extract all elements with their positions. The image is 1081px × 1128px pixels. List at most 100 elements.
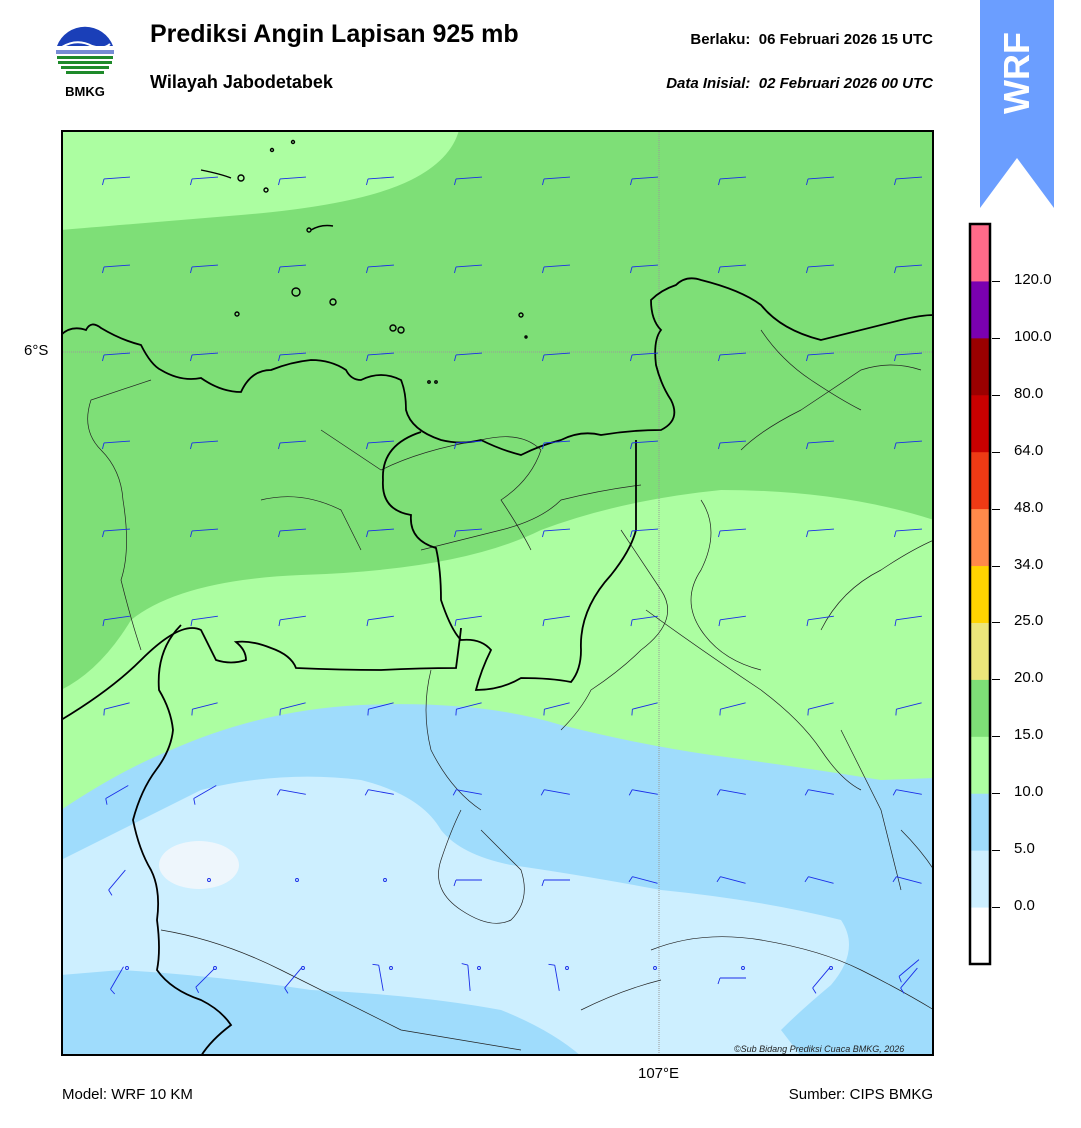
- wrf-badge: [980, 0, 1054, 208]
- wind-barb: [631, 702, 658, 716]
- wind-barb: [102, 264, 130, 274]
- valid-label: Berlaku:: [690, 31, 751, 48]
- calm-patch: [159, 841, 239, 889]
- colorbar-tick-label: 25.0: [1014, 612, 1044, 630]
- band-0-5: [61, 776, 849, 1056]
- colorbar-segment: [970, 508, 990, 567]
- wind-barb: [102, 528, 130, 538]
- colorbar-tick-mark: [992, 280, 1000, 282]
- colorbar-segment: [970, 565, 990, 623]
- wind-barb: [454, 528, 482, 538]
- band-10-15-north: [61, 130, 459, 230]
- wind-barb: [542, 440, 570, 450]
- map-frame: [61, 130, 934, 1056]
- wind-barb: [454, 352, 482, 362]
- wind-barb: [542, 352, 570, 362]
- colorbar-tick-label: 100.0: [1014, 327, 1052, 345]
- wind-barb: [366, 352, 394, 362]
- colorbar-tick-label: 80.0: [1014, 384, 1044, 402]
- latitude-label: 6°S: [24, 342, 49, 359]
- wind-barb: [453, 879, 482, 887]
- wind-barb: [276, 789, 306, 796]
- colorbar-tick-mark: [992, 565, 1000, 567]
- colorbar-segment: [970, 451, 990, 510]
- wind-barb: [806, 176, 834, 186]
- wind-barb: [461, 963, 471, 991]
- wind-barb: [894, 176, 922, 186]
- wind-barb: [190, 176, 218, 186]
- wind-barb: [541, 879, 570, 887]
- wind-barb: [804, 789, 834, 796]
- colorbar-tick-label: 120.0: [1014, 270, 1052, 288]
- colorbar-tick-mark: [992, 508, 1000, 510]
- colorbar-tick-label: 20.0: [1014, 669, 1044, 687]
- wind-barb: [718, 615, 746, 627]
- wind-barb: [452, 789, 482, 796]
- wind-barb: [278, 352, 306, 362]
- colorbar-tick-label: 5.0: [1014, 840, 1035, 858]
- wind-barb: [190, 528, 218, 538]
- wind-barb: [716, 789, 746, 796]
- wind-barb: [110, 966, 124, 995]
- calm-marker: [207, 878, 211, 882]
- wind-barb: [718, 440, 746, 450]
- wind-barb: [719, 702, 746, 716]
- wind-barb: [807, 702, 834, 716]
- chart-title: Prediksi Angin Lapisan 925 mb: [150, 20, 519, 48]
- wind-barb: [103, 702, 130, 716]
- wind-barb: [542, 176, 570, 186]
- wind-barb: [366, 264, 394, 274]
- calm-marker: [741, 966, 745, 970]
- calm-marker: [653, 966, 657, 970]
- longitude-label: 107°E: [638, 1065, 680, 1082]
- wind-barb: [191, 702, 218, 716]
- colorbar-tick-mark: [992, 793, 1000, 795]
- wind-speed-colorbar: [968, 222, 992, 966]
- colorbar-segment: [970, 622, 990, 680]
- colorbar-tick-mark: [992, 622, 1000, 624]
- wind-barb: [718, 264, 746, 274]
- colorbar-tick-label: 0.0: [1014, 897, 1035, 915]
- wind-barb: [543, 702, 570, 716]
- wind-barb: [812, 967, 830, 994]
- credit-text: ©Sub Bidang Prediksi Cuaca BMKG, 2026: [734, 1044, 905, 1054]
- valid-time-value: 06 Februari 2026 15 UTC: [758, 31, 933, 48]
- wind-barb: [105, 785, 129, 805]
- wind-barb: [630, 176, 658, 186]
- wind-barb: [102, 352, 130, 362]
- wind-barb: [894, 528, 922, 538]
- wind-barb: [630, 264, 658, 274]
- wind-barb: [190, 352, 218, 362]
- wind-barb: [454, 440, 482, 450]
- wind-barb: [895, 702, 922, 716]
- admin-boundaries: [87, 329, 934, 1051]
- thousand-islands: [200, 139, 528, 384]
- wind-barb: [278, 615, 306, 627]
- colorbar-segment: [970, 679, 990, 737]
- colorbar-segment: [970, 907, 990, 965]
- wind-barb: [718, 528, 746, 538]
- wind-barb: [630, 352, 658, 362]
- wind-barb: [892, 789, 922, 796]
- wind-barb: [717, 977, 746, 985]
- wind-barb: [806, 264, 834, 274]
- wind-barb: [278, 528, 306, 538]
- calm-marker: [389, 966, 393, 970]
- colorbar-tick-label: 10.0: [1014, 783, 1044, 801]
- wind-barb: [364, 789, 394, 796]
- colorbar-tick-mark: [992, 451, 1000, 453]
- calm-marker: [213, 966, 217, 970]
- wind-barb: [894, 440, 922, 450]
- colorbar-tick-mark: [992, 907, 1000, 909]
- source-label: Sumber: CIPS BMKG: [788, 1086, 933, 1103]
- calm-marker: [477, 966, 481, 970]
- bmkg-logo-icon: [54, 23, 116, 85]
- calm-marker: [301, 966, 305, 970]
- calm-marker: [829, 966, 833, 970]
- wind-barb: [367, 702, 394, 716]
- wind-barb: [372, 963, 384, 991]
- wind-barb: [894, 264, 922, 274]
- wind-barb: [716, 876, 746, 884]
- init-time-value: 02 Februari 2026 00 UTC: [758, 75, 933, 92]
- wind-barb: [542, 528, 570, 538]
